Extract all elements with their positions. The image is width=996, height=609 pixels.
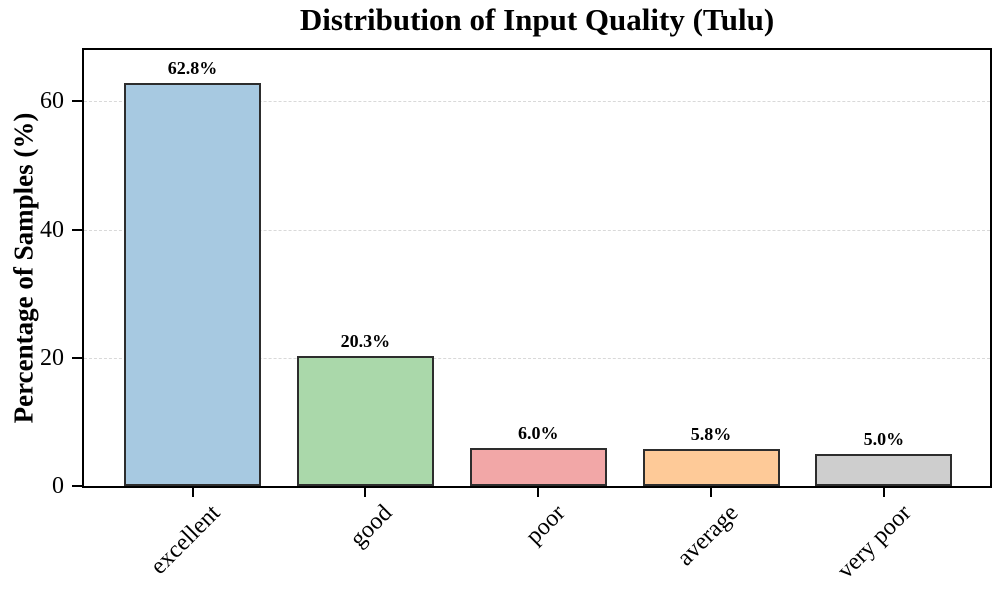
- bar-good: [296, 355, 434, 486]
- bar-average: [642, 448, 780, 486]
- y-tick-mark: [72, 100, 82, 103]
- x-tick-mark: [364, 488, 367, 497]
- x-tick-label-average: average: [672, 500, 744, 572]
- y-tick-mark: [72, 485, 82, 487]
- y-tick-label: 60: [40, 88, 64, 115]
- x-tick-label-good: good: [345, 500, 398, 553]
- bar-value-label: 20.3%: [340, 330, 391, 351]
- x-tick-mark: [191, 488, 194, 497]
- x-tick-mark: [537, 488, 540, 497]
- bar-value-label: 6.0%: [517, 422, 559, 443]
- bar-value-label: 5.8%: [690, 423, 732, 444]
- y-axis-label: Percentage of Samples (%): [8, 112, 39, 424]
- chart-title: Distribution of Input Quality (Tulu): [299, 2, 775, 37]
- x-tick-mark: [710, 488, 713, 497]
- y-tick-label: 40: [40, 216, 64, 243]
- x-tick-label-excellent: excellent: [145, 500, 225, 580]
- y-tick-mark: [72, 356, 82, 359]
- bar-value-label: 5.0%: [863, 428, 905, 449]
- gridline: [84, 101, 990, 103]
- x-tick-mark: [882, 488, 885, 497]
- y-tick-label: 0: [52, 473, 64, 499]
- bar-very-poor: [815, 453, 953, 486]
- bar-poor: [469, 447, 607, 486]
- bar-value-label: 62.8%: [167, 58, 218, 79]
- x-tick-label-very-poor: very poor: [832, 500, 917, 584]
- gridline: [84, 229, 990, 231]
- bar-excellent: [124, 83, 261, 486]
- plot-area: 62.8% 20.3% 6.0% 5.8% 5.0%: [82, 48, 992, 488]
- gridline: [84, 357, 990, 359]
- y-tick-label: 20: [40, 344, 64, 371]
- y-tick-mark: [72, 228, 82, 231]
- x-tick-label-poor: poor: [521, 500, 571, 550]
